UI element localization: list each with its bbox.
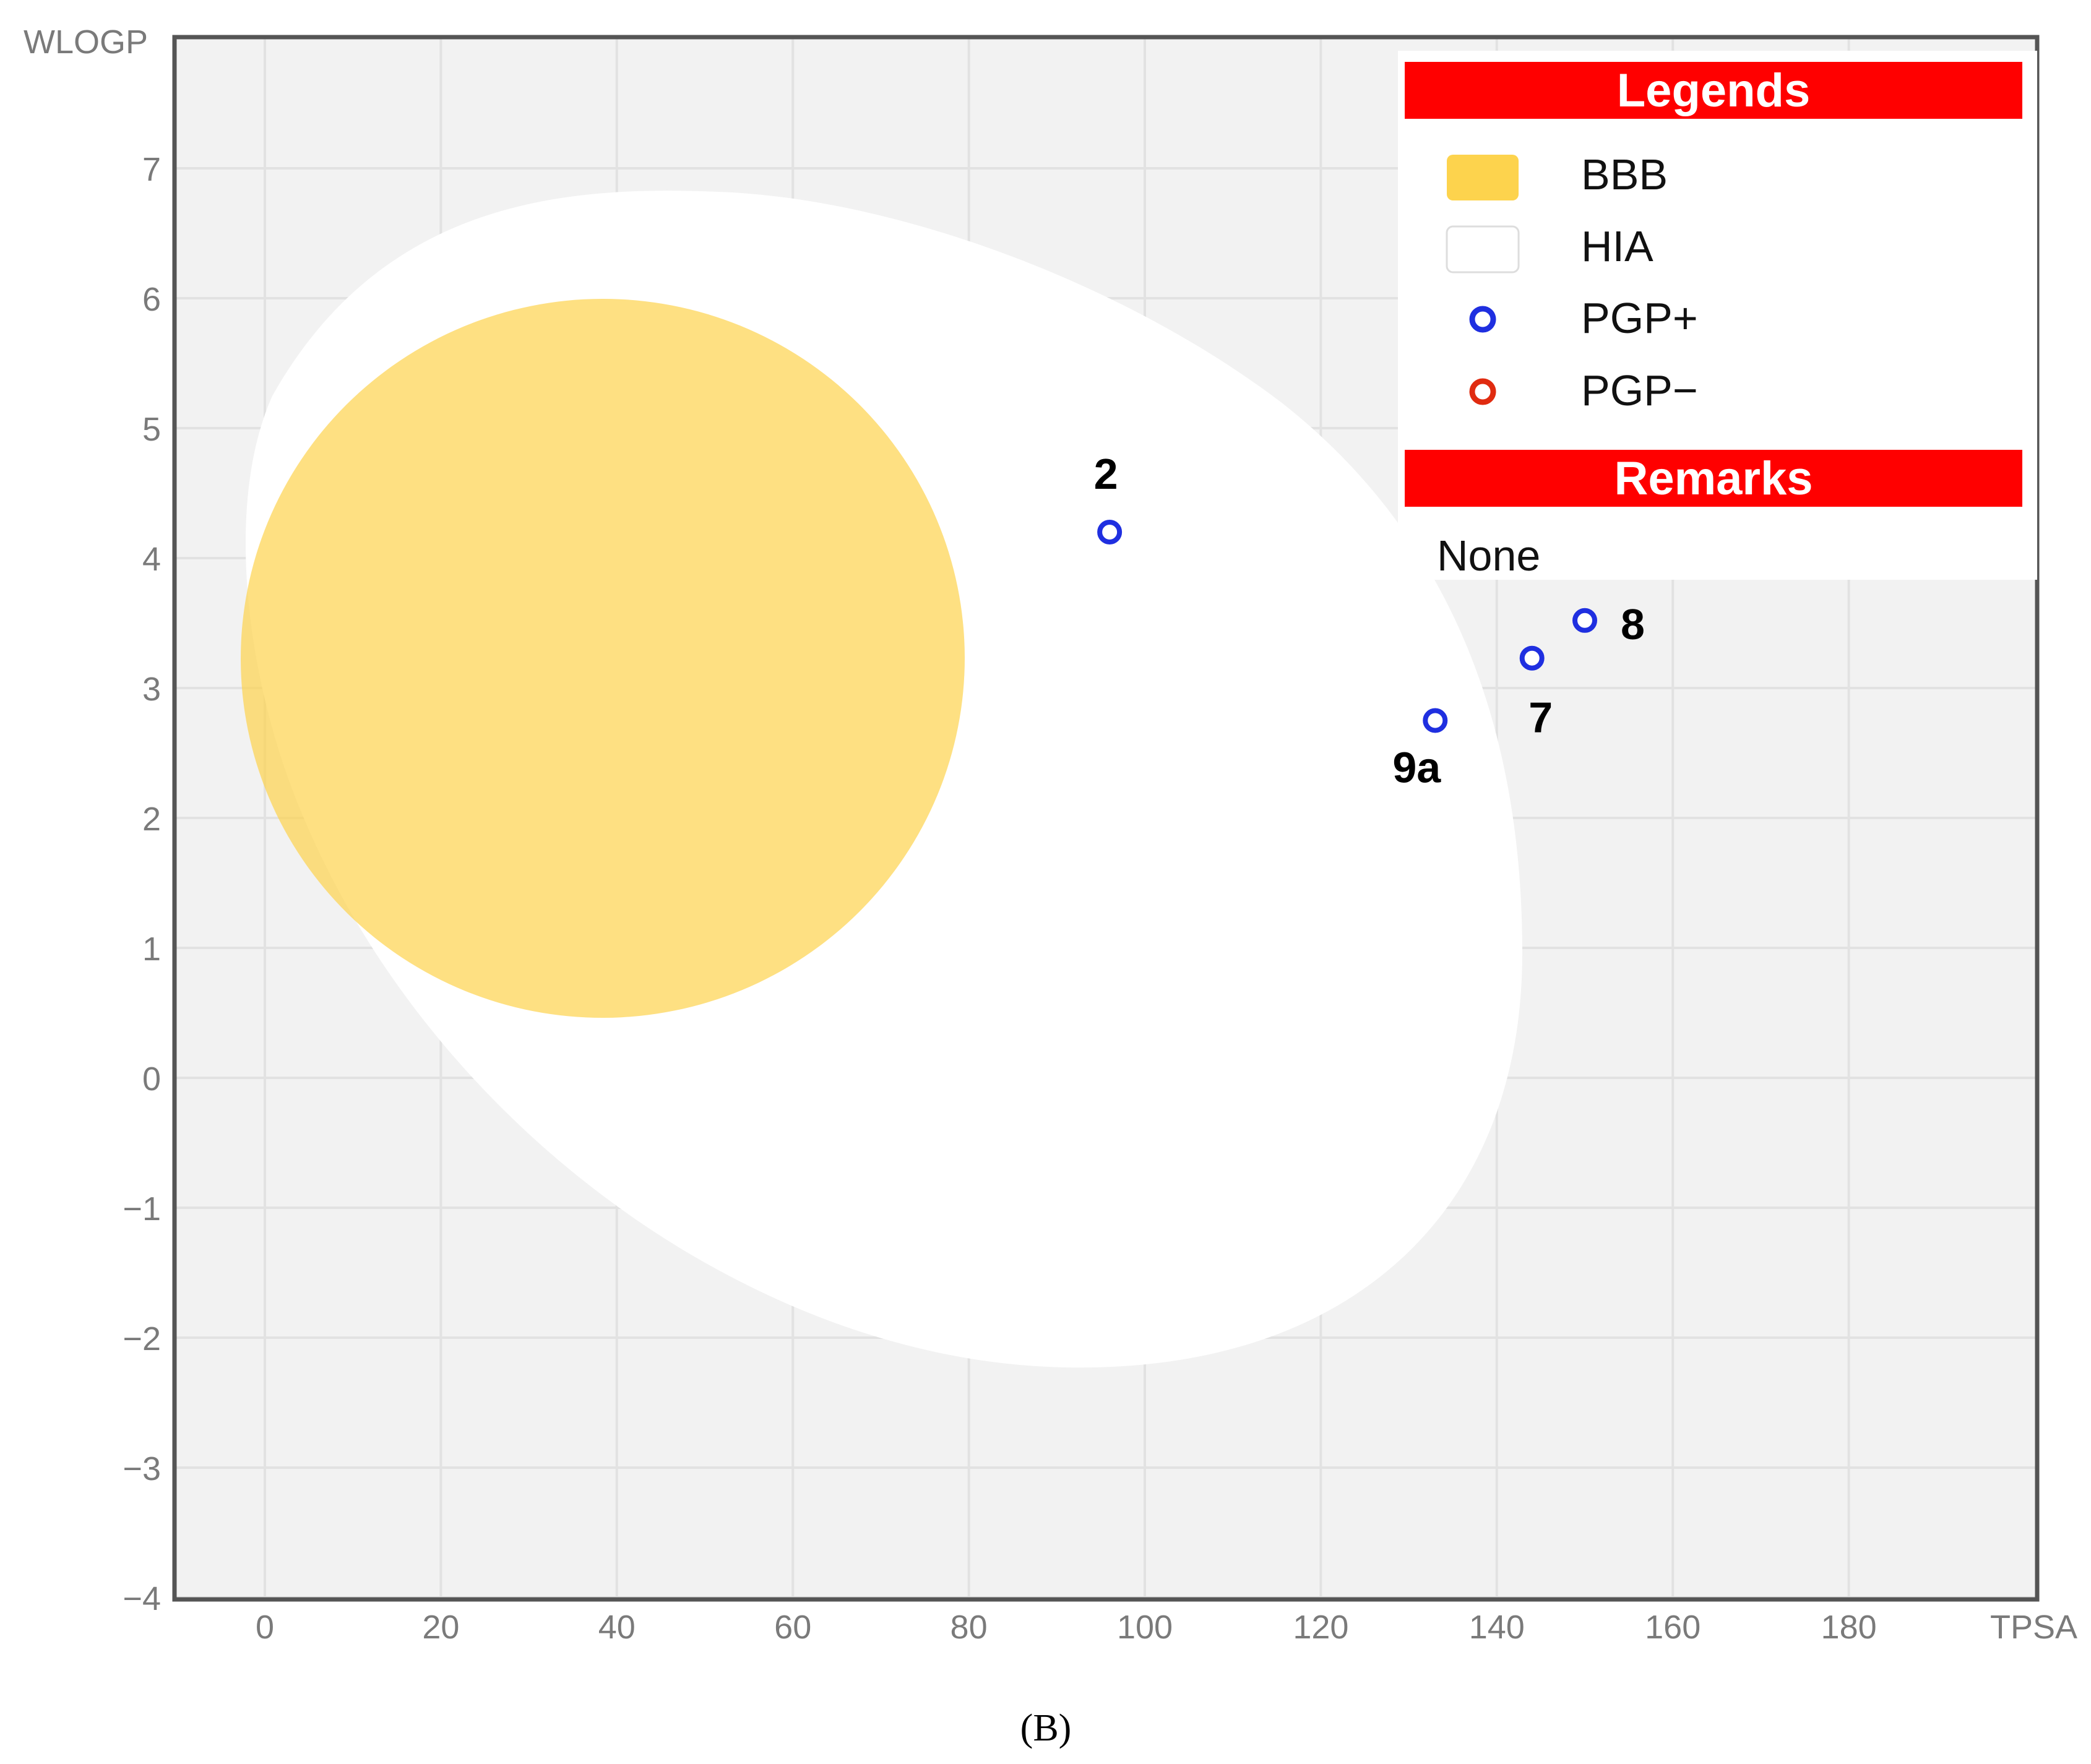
x-tick-label: 40	[598, 1609, 636, 1646]
y-tick-label: 0	[142, 1061, 161, 1098]
legend-label-bbb: BBB	[1581, 150, 1668, 199]
plot-frame	[172, 35, 2040, 1602]
remarks-title: Remarks	[1614, 452, 1813, 505]
x-tick-label: 160	[1645, 1609, 1701, 1646]
point-label-9a: 9a	[1392, 744, 1441, 792]
data-point-2	[1097, 520, 1123, 544]
legend-swatch-bbb	[1447, 155, 1519, 200]
y-tick-label: 4	[142, 541, 161, 578]
x-tick-label: 60	[774, 1609, 811, 1646]
x-tick-label: 140	[1469, 1609, 1525, 1646]
legend-marker-pgp-plus	[1469, 306, 1496, 333]
y-tick-label: 3	[142, 671, 161, 708]
bbb-region	[241, 298, 965, 1018]
legend-marker-pgp-minus	[1469, 378, 1496, 405]
legend-panel: Legends BBB HIA PGP+ PGP− Remarks None	[1398, 51, 2037, 580]
y-tick-label: 2	[142, 801, 161, 838]
data-point-7	[1519, 645, 1545, 671]
remarks-header	[1405, 450, 2022, 507]
x-axis-title: TPSA	[1990, 1609, 2077, 1646]
y-tick-label: −2	[123, 1320, 161, 1357]
y-tick-label: −3	[123, 1450, 161, 1487]
point-label-8: 8	[1621, 600, 1645, 648]
x-tick-label: 20	[422, 1609, 459, 1646]
data-points: 2 8 7 9a	[1094, 450, 1645, 792]
x-tick-label: 180	[1821, 1609, 1877, 1646]
x-tick-label: 80	[951, 1609, 988, 1646]
x-tick-label: 100	[1117, 1609, 1173, 1646]
data-point-9a	[1423, 708, 1448, 733]
legend-swatch-hia	[1446, 225, 1520, 273]
y-tick-label: 1	[142, 931, 161, 968]
point-label-7: 7	[1528, 694, 1553, 742]
point-label-2: 2	[1094, 450, 1118, 498]
y-tick-label: 5	[142, 411, 161, 448]
x-tick-label: 120	[1293, 1609, 1348, 1646]
y-tick-label: 6	[142, 281, 161, 318]
y-tick-label: −1	[123, 1190, 161, 1228]
legend-label-pgp-plus: PGP+	[1581, 294, 1698, 342]
figure-caption: (B)	[1020, 1707, 1072, 1749]
y-tick-label: 7	[142, 151, 161, 188]
legend-label-hia: HIA	[1581, 222, 1653, 270]
tick-labels: 0 20 40 60 80 100 120 140 160 180 7 6 5 4 3 2 1 0 −1 −2 −3 −4	[123, 151, 1876, 1646]
y-tick-label: −4	[123, 1580, 161, 1617]
remarks-text: None	[1437, 531, 1540, 580]
y-axis-title: WLOGP	[24, 24, 148, 61]
legend-header	[1405, 62, 2022, 119]
x-tick-label: 0	[256, 1609, 274, 1646]
regions	[241, 191, 1523, 1368]
data-point-8	[1572, 608, 1597, 633]
legend-label-pgp-minus: PGP−	[1581, 366, 1698, 415]
legend-title: Legends	[1617, 64, 1811, 117]
